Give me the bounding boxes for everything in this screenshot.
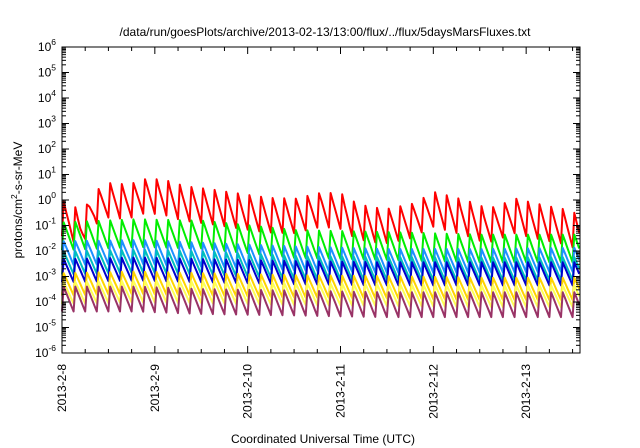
y-tick-label: 101 <box>38 165 56 182</box>
x-axis-title: Coordinated Universal Time (UTC) <box>231 432 415 446</box>
y-tick-label: 100 <box>38 190 56 207</box>
y-tick-label: 106 <box>38 37 56 54</box>
y-tick-label: 10-3 <box>35 267 56 284</box>
x-tick-label: 2013-2-10 <box>241 364 255 419</box>
y-tick-label: 10-2 <box>35 241 56 258</box>
chart-title: /data/run/goesPlots/archive/2013-02-13/1… <box>120 25 532 39</box>
series-line-2 <box>61 218 581 264</box>
series-line-6 <box>61 270 581 301</box>
x-tick-label: 2013-2-12 <box>426 364 440 419</box>
y-tick-label: 10-6 <box>35 343 56 360</box>
x-tick-label: 2013-2-11 <box>333 364 347 418</box>
series-line-1 <box>61 178 581 249</box>
y-tick-label: 10-5 <box>35 318 56 335</box>
y-tick-label: 10-1 <box>35 216 56 233</box>
y-tick-label: 104 <box>38 88 56 105</box>
y-tick-label: 10-4 <box>35 292 56 309</box>
y-tick-label: 102 <box>38 139 56 156</box>
x-tick-label: 2013-2-13 <box>519 364 533 419</box>
y-axis-title: protons/cm2-s-sr-MeV <box>9 142 25 259</box>
series-layer <box>61 178 581 319</box>
y-tick-label: 103 <box>38 114 56 131</box>
x-tick-label: 2013-2-8 <box>55 364 69 412</box>
series-line-5 <box>61 256 581 287</box>
series-line-8 <box>61 285 581 319</box>
series-line-7 <box>61 279 581 309</box>
y-tick-label: 105 <box>38 63 56 80</box>
series-line-3 <box>61 239 581 274</box>
x-tick-label: 2013-2-9 <box>148 364 162 412</box>
ticks-layer: 106 105 104 103 102 101 100 10-1 10-2 10-3 10-4 10-… <box>35 37 580 419</box>
plot-frame <box>61 46 581 354</box>
